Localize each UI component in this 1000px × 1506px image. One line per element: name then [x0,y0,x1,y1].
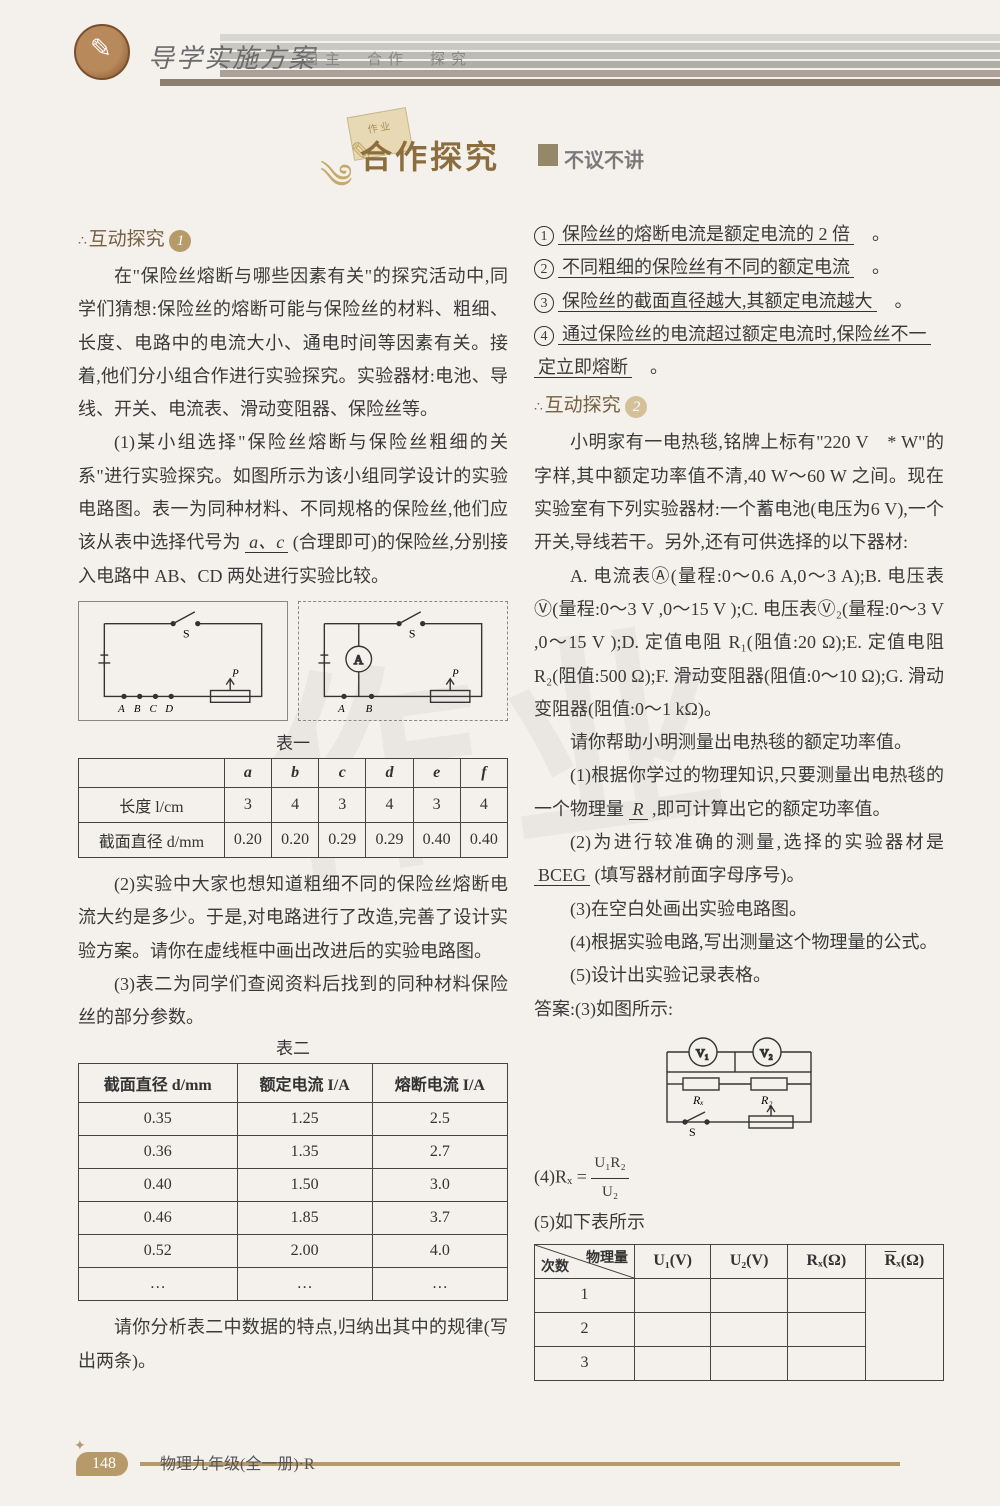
svg-text:C: C [150,703,158,715]
q3: (3)在空白处画出实验电路图。 [534,893,944,926]
svg-text:A: A [337,703,345,715]
table2-caption: 表二 [78,1034,508,1059]
section-banner: 作 业 ༄ ✎ 合作探究 不议不讲 [320,132,680,192]
circuit-left: S A B C D P [78,601,288,721]
circuit-right: A S A B P [298,601,508,721]
left-para-2: (1)某小组选择"保险丝熔断与保险丝粗细的关系"进行实验探究。如图所示为该小组同… [78,426,508,592]
answer-header: 答案:(3)如图所示: [534,993,944,1026]
subheading-1-label: 互动探究 [89,229,165,250]
svg-text:S: S [689,1125,696,1139]
page-number: 148 [76,1452,128,1476]
right-column: 1保险丝的熔断电流是额定电流的 2 倍 。 2不同粗细的保险丝有不同的额定电流 … [534,218,944,1381]
logo-icon [74,24,130,80]
svg-text:S: S [183,626,190,640]
badge-1-icon: 1 [169,230,191,252]
answer-2: 2不同粗细的保险丝有不同的额定电流 。 [534,251,944,284]
svg-text:A: A [354,653,364,667]
banner-subtitle: 不议不讲 [564,144,644,173]
header-subtitle: 自主 合作 探究 [304,48,472,69]
answer-3: 3保险丝的截面直径越大,其额定电流越大 。 [534,285,944,318]
svg-text:B: B [366,703,373,715]
svg-text:P: P [231,668,239,680]
banner-bar-icon [538,144,558,166]
q5: (5)设计出实验记录表格。 [534,959,944,992]
left-column: ∴ 互动探究 1 在"保险丝熔断与哪些因素有关"的探究活动中,同学们猜想:保险丝… [78,218,508,1381]
svg-text:Rₓ: Rₓ [692,1093,704,1107]
answer-5: (5)如下表所示 [534,1206,944,1239]
table-2: 截面直径 d/mm 额定电流 I/A 熔断电流 I/A 0.351.252.5 … [78,1063,508,1301]
svg-text:B: B [134,703,141,715]
svg-text:D: D [164,703,173,715]
subheading-2: ∴ 互动探究 2 [534,390,944,418]
subheading-1: ∴ 互动探究 1 [78,224,508,252]
footer-text: 物理九年级(全一册)·R [160,1450,315,1474]
answer-circuit: V₁ V₂ Rₓ R₂ S [649,1032,829,1142]
answer-4: 4通过保险丝的电流超过额定电流时,保险丝不一 [534,318,944,351]
svg-text:S: S [409,626,416,640]
answer-4b: 定立即熔断 。 [534,351,944,384]
blank-answer-R: R [629,799,648,820]
q1: (1)根据你学过的物理知识,只要测量出电热毯的一个物理量 R ,即可计算出它的额… [534,759,944,826]
header: 导学实施方案 自主 合作 探究 [0,28,1000,92]
q2: (2)为进行较准确的测量,选择的实验器材是 BCEG (填写器材前面字母序号)。 [534,826,944,893]
svg-text:R₂: R₂ [760,1093,773,1107]
left-para-3: (2)实验中大家也想知道粗细不同的保险丝熔断电流大约是多少。于是,对电路进行了改… [78,868,508,968]
circuit-diagrams: S A B C D P A [78,601,508,721]
q4: (4)根据实验电路,写出测量这个物理量的公式。 [534,926,944,959]
answer-1: 1保险丝的熔断电流是额定电流的 2 倍 。 [534,218,944,251]
blank-answer-1: a、c [245,532,288,553]
banner-title: 合作探究 [360,132,500,178]
formula: (4)Rₓ = U₁R₂U₂ [534,1150,944,1207]
right-para-2: 请你帮助小明测量出电热毯的额定功率值。 [534,726,944,759]
subheading-2-label: 互动探究 [545,395,621,416]
table1-caption: 表一 [78,729,508,754]
right-para-1: 小明家有一电热毯,铭牌上标有"220 V * W"的字样,其中额定功率值不清,4… [534,426,944,559]
badge-2-icon: 2 [625,396,647,418]
right-options: A. 电流表Ⓐ(量程:0～0.6 A,0～3 A);B. 电压表Ⓥ(量程:0～3… [534,560,944,726]
header-title: 导学实施方案 [148,38,316,75]
left-para-1: 在"保险丝熔断与哪些因素有关"的探究活动中,同学们猜想:保险丝的熔断可能与保险丝… [78,260,508,426]
svg-text:P: P [451,668,459,680]
left-para-5: 请你分析表二中数据的特点,归纳出其中的规律(写出两条)。 [78,1311,508,1378]
table-1: a b c d e f 长度 l/cm 3 4 3 4 3 4 截面直径 d/m… [78,758,508,858]
table-3: 物理量 次数 U₁(V) U₂(V) Rₓ(Ω) Rₓ(Ω) 1 2 3 [534,1244,944,1381]
left-para-4: (3)表二为同学们查阅资料后找到的同种材料保险丝的部分参数。 [78,968,508,1035]
blank-answer-BCEG: BCEG [534,865,590,886]
svg-text:V₁: V₁ [696,1046,709,1060]
svg-text:A: A [117,703,125,715]
diag-header: 物理量 次数 [535,1244,635,1278]
svg-text:V₂: V₂ [760,1046,773,1060]
